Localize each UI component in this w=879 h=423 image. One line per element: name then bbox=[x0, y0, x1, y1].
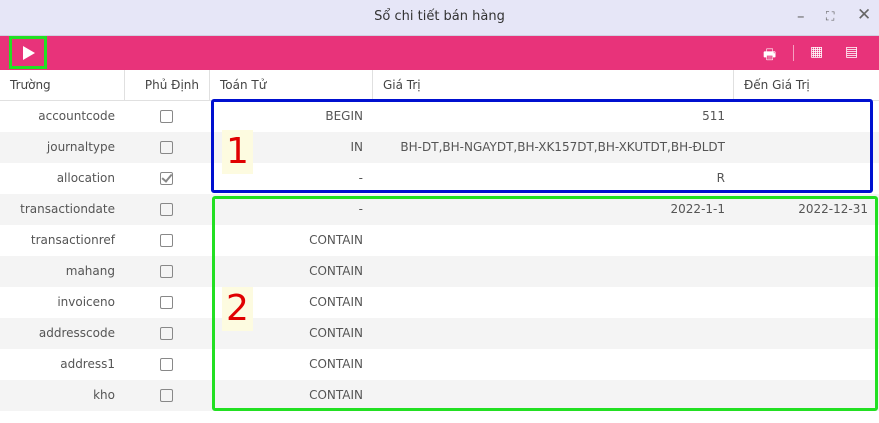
value-cell[interactable]: 2022-1-1 bbox=[670, 202, 725, 216]
field-name: transactionref bbox=[30, 233, 115, 247]
negate-cell bbox=[124, 349, 209, 380]
field-name: mahang bbox=[65, 264, 115, 278]
negate-cell bbox=[124, 225, 209, 256]
field-name: allocation bbox=[56, 171, 115, 185]
operator-cell[interactable]: CONTAIN bbox=[309, 388, 363, 402]
annotation-label-1: 1 bbox=[222, 130, 253, 174]
table-row[interactable]: addresscode CONTAIN bbox=[0, 318, 879, 349]
negate-cell bbox=[124, 101, 209, 132]
negate-cell bbox=[124, 194, 209, 225]
operator-cell[interactable]: CONTAIN bbox=[309, 233, 363, 247]
field-name: addresscode bbox=[38, 326, 115, 340]
highlight-box-2 bbox=[212, 196, 878, 411]
export-icon[interactable]: ▦ bbox=[810, 44, 824, 60]
table-row[interactable]: transactionref CONTAIN bbox=[0, 225, 879, 256]
col-to-value[interactable]: Đến Giá Trị bbox=[733, 70, 879, 100]
table-row[interactable]: address1 CONTAIN bbox=[0, 349, 879, 380]
play-icon[interactable] bbox=[9, 36, 47, 69]
close-icon[interactable]: ✕ bbox=[857, 5, 872, 25]
table-row[interactable]: mahang CONTAIN bbox=[0, 256, 879, 287]
field-name: address1 bbox=[60, 357, 115, 371]
field-name: journaltype bbox=[46, 140, 115, 154]
print-icon[interactable]: 🖶 bbox=[763, 47, 777, 63]
highlight-box-1 bbox=[211, 99, 873, 193]
operator-cell[interactable]: - bbox=[358, 171, 363, 185]
title-bar: Sổ chi tiết bán hàng – ⛶ ✕ bbox=[0, 0, 879, 36]
col-field[interactable]: Trường bbox=[10, 78, 51, 92]
table-row[interactable]: kho CONTAIN bbox=[0, 380, 879, 411]
field-name: invoiceno bbox=[57, 295, 115, 309]
negate-checkbox[interactable] bbox=[160, 389, 173, 402]
table-row[interactable]: journaltype IN BH-DT,BH-NGAYDT,BH-XK157D… bbox=[0, 132, 879, 163]
field-name: transactiondate bbox=[20, 202, 115, 216]
negate-checkbox[interactable] bbox=[160, 110, 173, 123]
operator-cell[interactable]: CONTAIN bbox=[309, 295, 363, 309]
minimize-icon[interactable]: – bbox=[797, 7, 805, 25]
field-name: kho bbox=[93, 388, 115, 402]
negate-checkbox[interactable] bbox=[160, 203, 173, 216]
table-row[interactable]: accountcode BEGIN 511 bbox=[0, 101, 879, 132]
window-title: Sổ chi tiết bán hàng bbox=[374, 9, 505, 24]
operator-cell[interactable]: CONTAIN bbox=[309, 264, 363, 278]
negate-checkbox[interactable] bbox=[160, 327, 173, 340]
maximize-icon[interactable]: ⛶ bbox=[826, 9, 835, 23]
operator-cell[interactable]: IN bbox=[350, 140, 363, 154]
film-icon[interactable]: ▤ bbox=[845, 44, 859, 60]
operator-cell[interactable]: CONTAIN bbox=[309, 357, 363, 371]
negate-cell bbox=[124, 380, 209, 411]
value-cell[interactable]: 511 bbox=[702, 109, 725, 123]
annotation-label-2: 2 bbox=[222, 287, 253, 331]
negate-checkbox[interactable] bbox=[160, 234, 173, 247]
table-row[interactable]: allocation - R bbox=[0, 163, 879, 194]
negate-cell bbox=[124, 318, 209, 349]
col-operator[interactable]: Toán Tử bbox=[209, 70, 372, 100]
negate-cell bbox=[124, 256, 209, 287]
toolbar-divider bbox=[793, 45, 794, 61]
field-name: accountcode bbox=[38, 109, 115, 123]
value-cell[interactable]: BH-DT,BH-NGAYDT,BH-XK157DT,BH-XKUTDT,BH-… bbox=[400, 140, 725, 154]
col-negate[interactable]: Phủ Định bbox=[124, 70, 209, 100]
operator-cell[interactable]: CONTAIN bbox=[309, 326, 363, 340]
to-value-cell[interactable]: 2022-12-31 bbox=[798, 202, 868, 216]
table-row[interactable]: invoiceno CONTAIN bbox=[0, 287, 879, 318]
negate-checkbox[interactable] bbox=[160, 141, 173, 154]
table-header: Trường Phủ Định Toán Tử Giá Trị Đến Giá … bbox=[0, 70, 879, 101]
operator-cell[interactable]: BEGIN bbox=[325, 109, 363, 123]
negate-cell bbox=[124, 132, 209, 163]
value-cell[interactable]: R bbox=[716, 171, 725, 185]
negate-checkbox[interactable] bbox=[160, 265, 173, 278]
toolbar: 🖶 ▦ ▤ bbox=[0, 36, 879, 70]
negate-cell bbox=[124, 287, 209, 318]
table-row[interactable]: transactiondate - 2022-1-1 2022-12-31 bbox=[0, 194, 879, 225]
col-value[interactable]: Giá Trị bbox=[372, 70, 733, 100]
negate-cell bbox=[124, 163, 209, 194]
negate-checkbox[interactable] bbox=[160, 358, 173, 371]
operator-cell[interactable]: - bbox=[358, 202, 363, 216]
negate-checkbox[interactable] bbox=[160, 172, 173, 185]
negate-checkbox[interactable] bbox=[160, 296, 173, 309]
